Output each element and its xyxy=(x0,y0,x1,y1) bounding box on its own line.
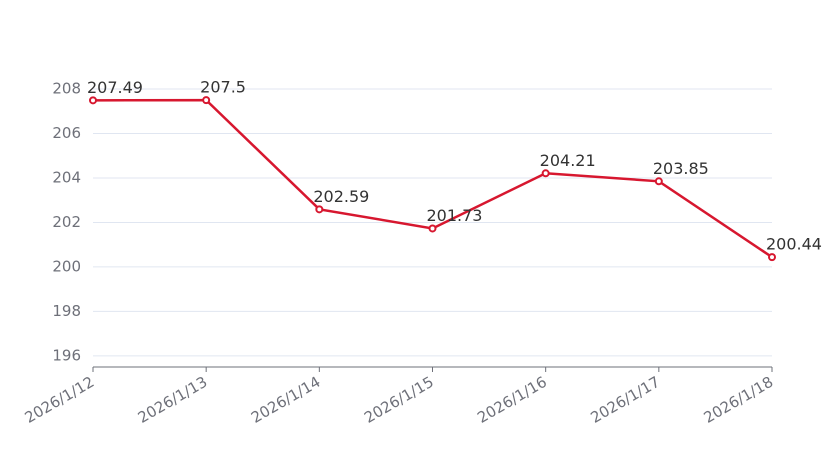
x-tick-label: 2026/1/16 xyxy=(474,373,550,427)
data-label: 207.5 xyxy=(200,78,246,97)
data-point xyxy=(315,205,324,214)
x-tick-label: 2026/1/17 xyxy=(587,373,663,427)
x-tick-label: 2026/1/13 xyxy=(135,373,211,427)
x-tick-label: 2026/1/18 xyxy=(701,373,777,427)
data-point xyxy=(541,169,550,178)
data-point xyxy=(768,253,776,262)
y-tick-label: 202 xyxy=(52,213,81,231)
data-label: 202.59 xyxy=(313,187,369,206)
series-line xyxy=(92,98,773,259)
data-point xyxy=(654,177,663,186)
x-tick-label: 2026/1/12 xyxy=(22,373,98,427)
y-tick-label: 198 xyxy=(52,302,81,320)
x-tick-label: 2026/1/14 xyxy=(248,373,324,427)
data-label: 201.73 xyxy=(427,206,483,225)
y-tick-label: 200 xyxy=(52,257,81,275)
data-point xyxy=(202,96,211,105)
y-tick-label: 196 xyxy=(52,346,81,364)
y-tick-label: 206 xyxy=(52,124,81,142)
data-label: 204.21 xyxy=(540,151,596,170)
data-label: 207.49 xyxy=(87,78,143,97)
data-label: 203.85 xyxy=(653,159,709,178)
data-point xyxy=(89,96,97,105)
y-tick-label: 204 xyxy=(52,168,81,186)
data-label: 200.44 xyxy=(766,235,822,254)
data-point xyxy=(428,224,437,233)
y-tick-label: 208 xyxy=(52,80,81,98)
x-tick-label: 2026/1/15 xyxy=(361,373,437,427)
